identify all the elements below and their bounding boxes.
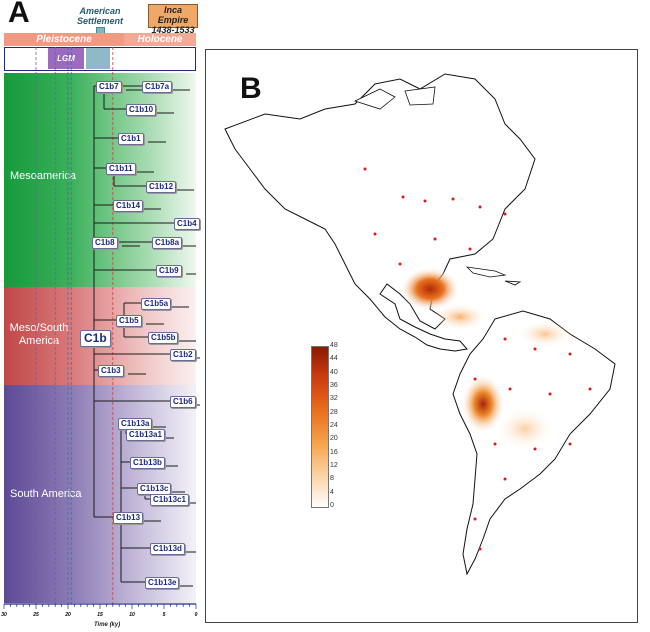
colorbar-tick-label: 4 xyxy=(330,488,334,496)
x-tick-label: 20 xyxy=(64,612,71,618)
lineage-tag: C1b8 xyxy=(92,237,118,249)
pleistocene-label: Pleistocene xyxy=(36,34,92,45)
colorbar-tick-label: 32 xyxy=(330,395,338,403)
lineage-tag: C1b11 xyxy=(106,163,136,175)
lgm-label: LGM xyxy=(57,54,75,63)
lineage-tag: C1b3 xyxy=(98,365,124,377)
lineage-tag: C1b5 xyxy=(116,315,142,327)
region-label-mesoamerica: Mesoamerica xyxy=(10,170,77,182)
lineage-tag: C1b7 xyxy=(96,81,122,93)
arctic-islands-outline xyxy=(353,86,436,110)
lineage-tag: C1b5b xyxy=(148,332,179,344)
americas-map xyxy=(224,73,616,576)
lineage-tag: C1b8a xyxy=(152,237,183,249)
lineage-tag: C1b9 xyxy=(156,265,182,277)
colorbar-ticks: 48 44 40 36 32 28 24 20 16 12 8 4 0 xyxy=(330,342,360,511)
colorbar-tick-label: 8 xyxy=(330,475,334,483)
x-tick-label: 30 xyxy=(1,612,7,618)
lgm-bar: LGM xyxy=(48,48,84,69)
panel-a-label: A xyxy=(8,0,30,29)
lineage-tag: C1b14 xyxy=(113,200,144,212)
north-america-outline xyxy=(224,73,536,352)
x-tick-label: 15 xyxy=(97,612,103,618)
inca-empire-box: Inca Empire 1438-1533 AD xyxy=(148,4,198,45)
holocene-bar: Holocene xyxy=(124,33,196,46)
panel-b-label: B xyxy=(240,72,262,105)
colorbar-tick-label: 20 xyxy=(330,435,338,443)
region-label-meso-south: Meso/South America xyxy=(6,322,72,348)
x-tick-label: 10 xyxy=(129,612,135,618)
lineage-tag-root: C1b xyxy=(80,330,111,347)
lineage-tag: C1b1 xyxy=(118,133,144,145)
lineage-tag: C1b13a xyxy=(118,418,153,430)
lineage-tag: C1b6 xyxy=(170,396,196,408)
lineage-tag: C1b7a xyxy=(142,81,173,93)
american-settlement-label: American Settlement xyxy=(72,6,128,26)
lineage-tag: C1b13b xyxy=(130,457,165,469)
colorbar-tick-label: 48 xyxy=(330,342,338,349)
lineage-tag: C1b13c xyxy=(137,483,172,495)
settlement-bar xyxy=(86,48,110,69)
lineage-tag: C1b5a xyxy=(141,298,172,310)
x-tick-label: 5 xyxy=(163,612,166,618)
lineage-tag: C1b4 xyxy=(174,218,200,230)
inca-title: Inca Empire xyxy=(157,5,189,25)
american-label-line2: Settlement xyxy=(76,16,123,26)
x-tick-label: 25 xyxy=(32,612,39,618)
caribbean-islands-outline xyxy=(465,266,522,286)
venezuela-glow xyxy=(517,320,573,348)
lineage-tag: C1b13d xyxy=(150,543,185,555)
lineage-tags: C1b C1b7 C1b7a C1b10 C1b1 C1b11 C1b12 C1b14 C1b4… xyxy=(0,0,200,632)
colorbar-tick-label: 12 xyxy=(330,462,338,469)
lineage-tag: C1b13e xyxy=(145,577,180,589)
bolivia-glow xyxy=(495,407,555,451)
colorbar-tick-label: 28 xyxy=(330,408,338,416)
lineage-tag: C1b13a1 xyxy=(126,429,165,441)
colorbar-tick-label: 44 xyxy=(330,355,338,363)
pleistocene-bar: Pleistocene xyxy=(4,33,124,46)
lineage-tag: C1b12 xyxy=(146,181,177,193)
holocene-label: Holocene xyxy=(137,34,183,45)
colorbar xyxy=(311,346,329,508)
mexico-hotspot xyxy=(400,267,460,311)
region-label-south-america: South America xyxy=(10,488,82,500)
haplogroup-tree: 30 25 20 15 10 5 0 xyxy=(1,47,200,618)
central-america-glow xyxy=(432,303,488,331)
meso-south-text: Meso/South America xyxy=(9,322,69,347)
peru-hotspot xyxy=(461,374,505,434)
colorbar-tick-label: 16 xyxy=(330,448,338,456)
lineage-tag: C1b13 xyxy=(113,512,144,524)
lineage-tag: C1b2 xyxy=(170,349,196,361)
colorbar-tick-label: 36 xyxy=(330,382,338,389)
x-axis-title: Time (ky) xyxy=(94,622,121,628)
colorbar-tick-label: 24 xyxy=(330,422,338,429)
lineage-tag: C1b10 xyxy=(126,104,157,116)
american-label-line1: American xyxy=(79,6,121,16)
colorbar-tick-label: 0 xyxy=(330,502,334,509)
colorbar-tick-label: 40 xyxy=(330,368,338,376)
x-tick-label: 0 xyxy=(195,612,198,618)
lineage-tag: C1b13c1 xyxy=(150,494,189,506)
sample-points xyxy=(363,167,592,551)
